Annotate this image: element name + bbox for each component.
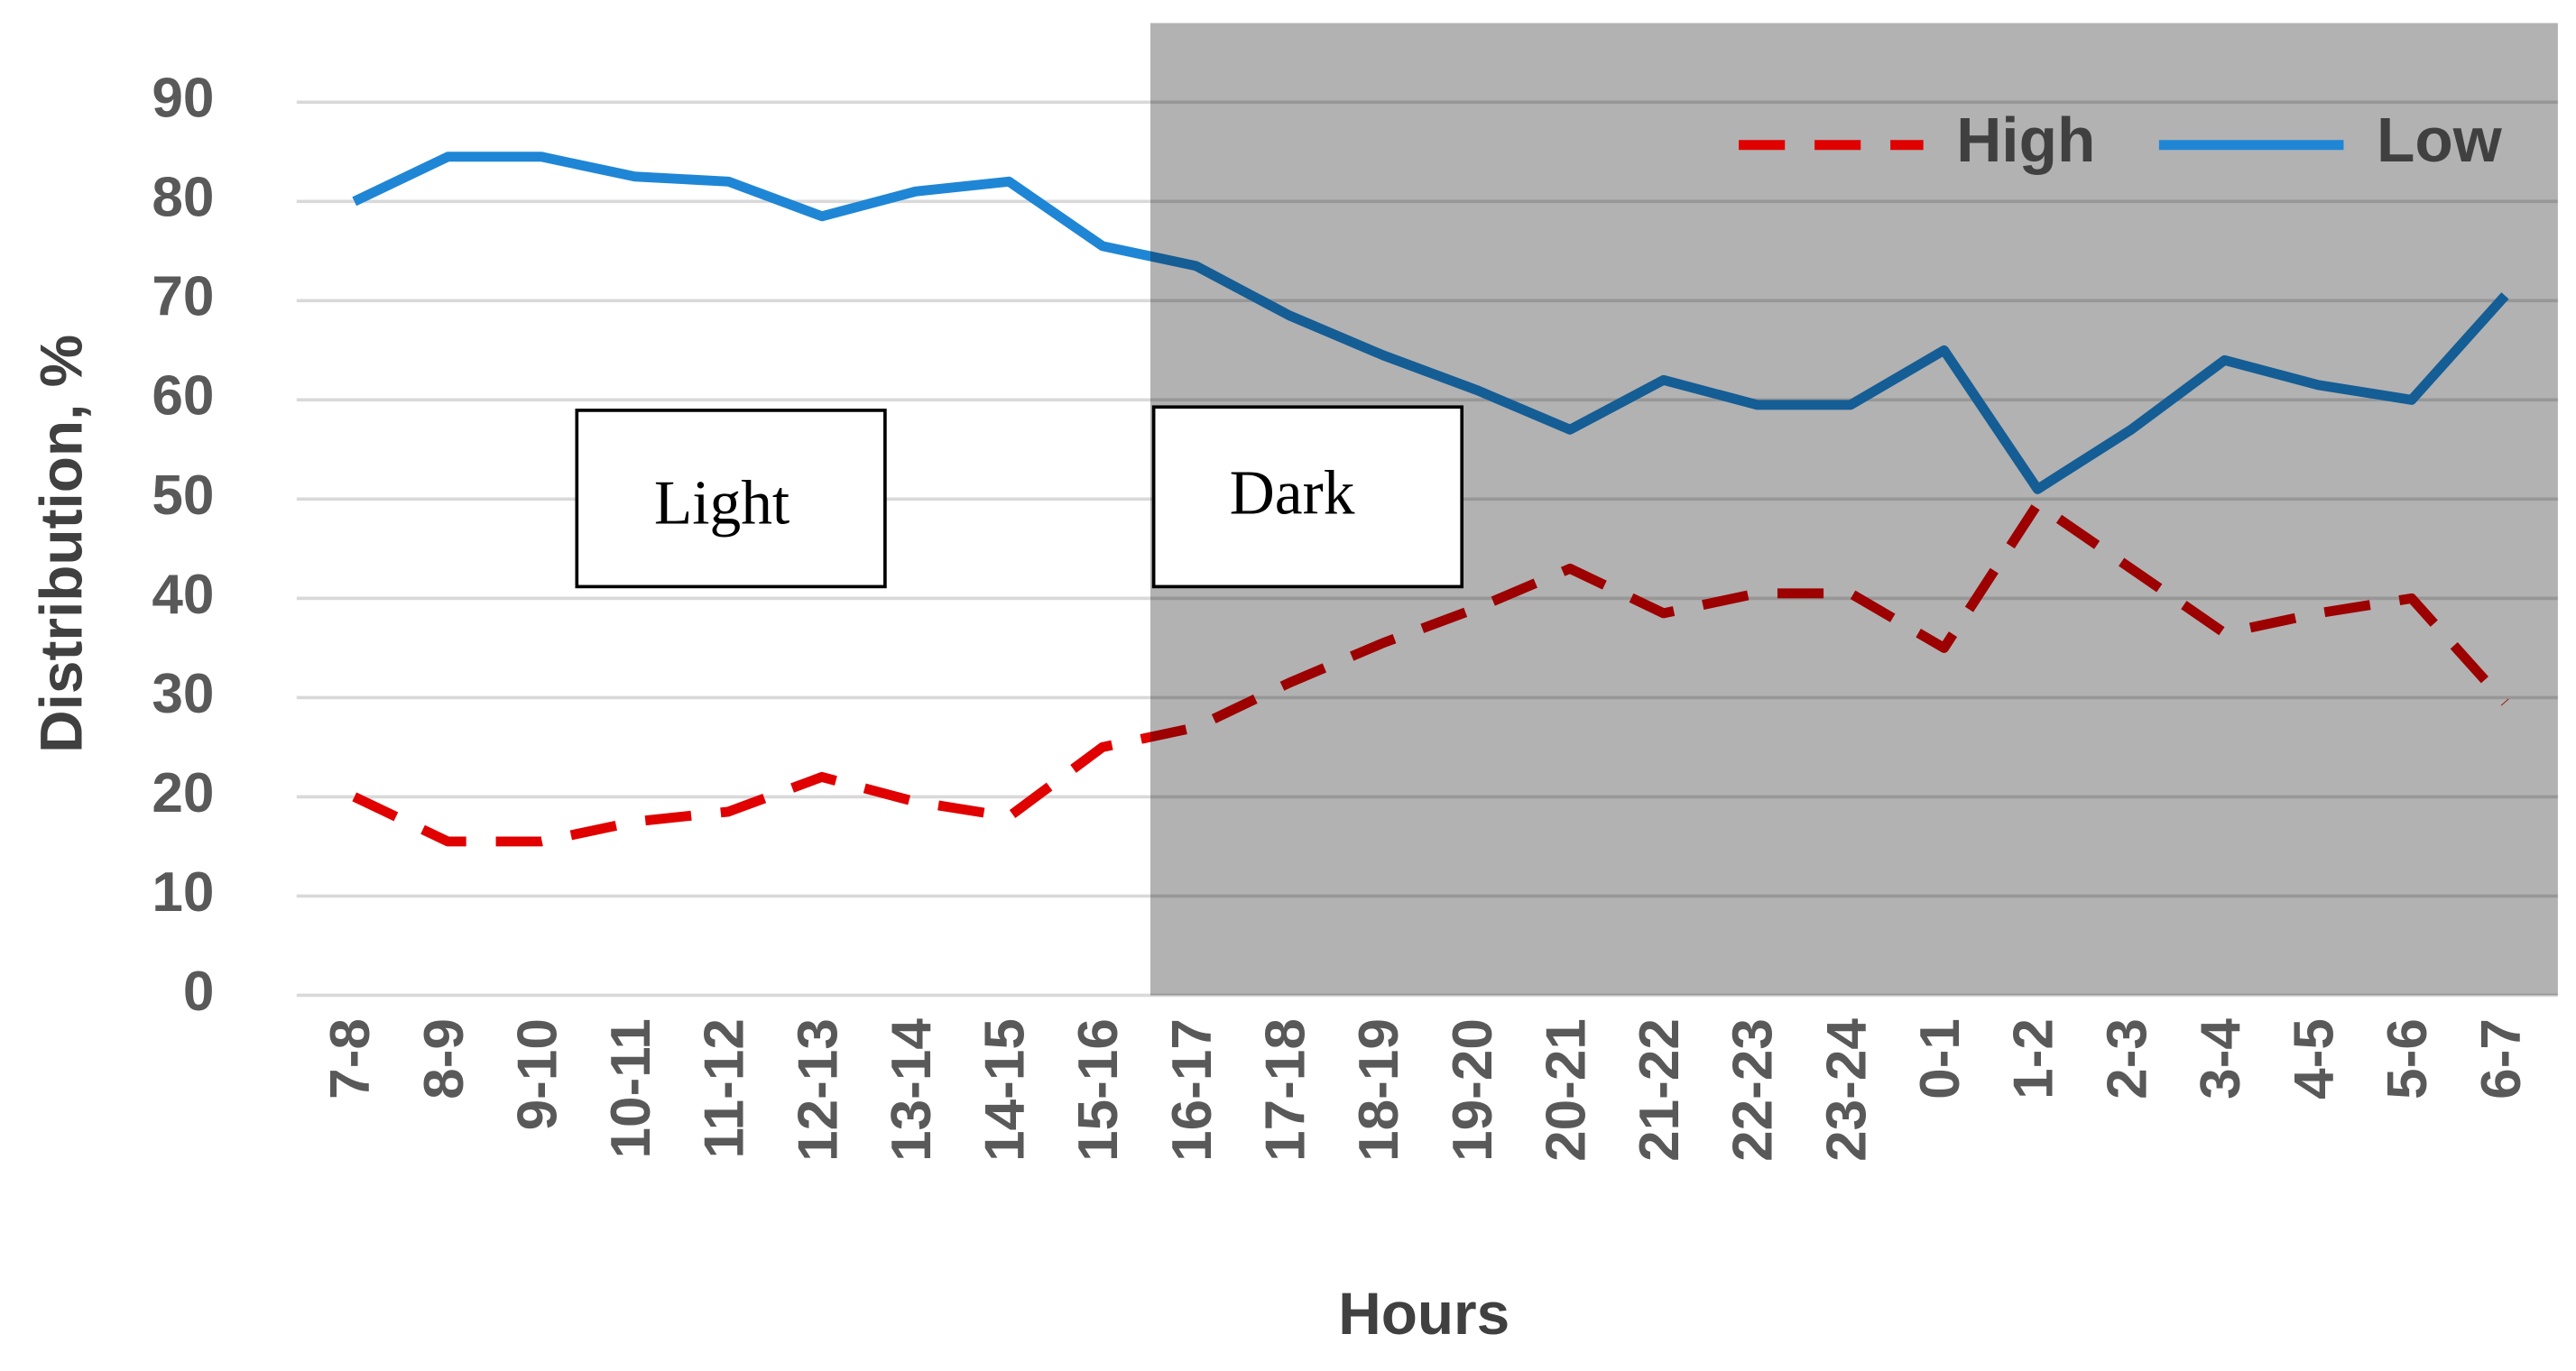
x-tick-label: 17-18: [1255, 1018, 1317, 1162]
x-tick-label: 7-8: [319, 1018, 382, 1100]
x-tick-label: 11-12: [694, 1018, 756, 1158]
legend: High Low: [1739, 105, 2503, 175]
x-tick-label: 8-9: [413, 1018, 475, 1100]
y-tick-label: 0: [183, 961, 215, 1023]
x-tick-label: 1-2: [2003, 1018, 2065, 1100]
y-axis-title: Distribution, %: [27, 335, 94, 753]
y-tick-label: 30: [152, 663, 214, 725]
x-tick-label: 22-23: [1722, 1018, 1785, 1162]
ticks: 0 10 20 30 40 50 60 70 80 90 7-8 8-9 9-10 10-11 11-12 1…: [152, 68, 2532, 1162]
x-tick-label: 15-16: [1067, 1018, 1130, 1162]
x-tick-label: 4-5: [2284, 1018, 2346, 1100]
annotation-box: [1151, 405, 1464, 589]
y-tick-label: 20: [152, 762, 214, 824]
x-tick-label: 5-6: [2377, 1018, 2439, 1100]
x-tick-label: 23-24: [1815, 1018, 1878, 1162]
x-tick-label: 0-1: [1909, 1018, 1971, 1100]
annotation: Light: [654, 468, 789, 538]
legend-label: High: [1956, 105, 2095, 175]
data-line: [352, 152, 2509, 494]
y-tick-label: 50: [152, 465, 214, 527]
y-tick-label: 60: [152, 365, 214, 428]
lines: [352, 152, 2509, 847]
x-tick-label: 21-22: [1629, 1018, 1691, 1162]
x-tick-label: 10-11: [600, 1018, 662, 1158]
y-tick-label: 80: [152, 167, 214, 229]
x-tick-label: 14-15: [974, 1018, 1037, 1162]
x-tick-label: 13-14: [881, 1018, 943, 1162]
x-tick-label: 20-21: [1535, 1018, 1597, 1162]
legend-label: Low: [2377, 105, 2503, 175]
x-tick-label: 3-4: [2190, 1018, 2252, 1100]
x-tick-label: 18-19: [1348, 1018, 1410, 1162]
annotation: Dark: [1230, 458, 1355, 528]
y-tick-label: 90: [152, 68, 214, 130]
x-tick-label: 2-3: [2096, 1018, 2158, 1100]
x-tick-label: 16-17: [1161, 1018, 1223, 1162]
x-tick-label: 9-10: [506, 1018, 568, 1130]
x-tick-label: 12-13: [787, 1018, 849, 1162]
y-tick-label: 40: [152, 564, 214, 626]
y-tick-label: 10: [152, 861, 214, 924]
x-tick-label: 19-20: [1442, 1018, 1504, 1162]
data-line: [352, 499, 2509, 847]
x-axis-title: Hours: [1338, 1280, 1510, 1347]
x-tick-label: 6-7: [2470, 1018, 2533, 1100]
y-tick-label: 70: [152, 266, 214, 328]
annotation-box: [575, 409, 887, 589]
